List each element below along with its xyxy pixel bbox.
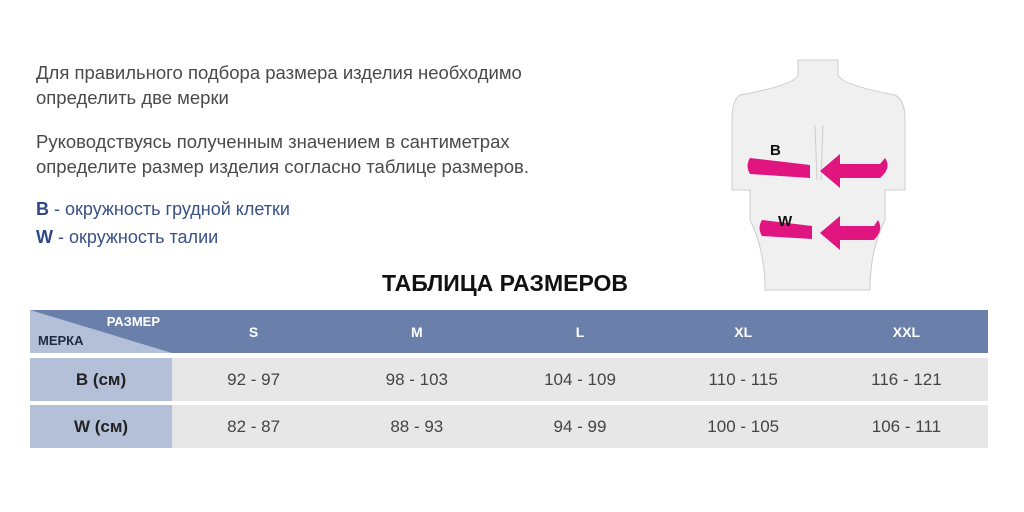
corner-cell: РАЗМЕР МЕРКА [30, 310, 172, 353]
size-header: M [410, 323, 423, 340]
size-header: S [248, 323, 259, 340]
legend-w: W - окружность талии [36, 227, 219, 247]
cell: 106 - 111 [824, 405, 989, 448]
row-label: W (см) [30, 405, 172, 448]
cell: 88 - 93 [335, 405, 499, 448]
intro-line-1: Для правильного подбора размера изделия … [36, 62, 522, 83]
size-table: РАЗМЕР МЕРКА S M L XL XXL B (см) 92 - 97… [30, 310, 989, 452]
intro-line-2: определить две мерки [36, 87, 229, 108]
row-label: B (см) [30, 358, 172, 401]
size-header: XXL [892, 323, 921, 340]
legend-b: B - окружность грудной клетки [36, 199, 290, 219]
label-b: B [770, 142, 781, 159]
size-header: L [575, 323, 585, 340]
cell: 98 - 103 [335, 358, 499, 401]
cell: 100 - 105 [661, 405, 825, 448]
cell: 110 - 115 [661, 358, 825, 401]
cell: 104 - 109 [498, 358, 662, 401]
waist-arrow [759, 216, 881, 250]
body-measurement-figure: B W [731, 59, 906, 291]
bust-arrow [747, 154, 888, 188]
cell: 92 - 97 [172, 358, 336, 401]
intro-line-4: определите размер изделия согласно табли… [36, 156, 529, 177]
table-header: РАЗМЕР МЕРКА S M L XL XXL [30, 310, 988, 353]
table-row: W (см) 82 - 87 88 - 93 94 - 99 100 - 105… [30, 405, 989, 448]
cell: 116 - 121 [824, 358, 989, 401]
cell: 82 - 87 [172, 405, 336, 448]
label-w: W [778, 213, 793, 230]
cell: 94 - 99 [498, 405, 662, 448]
intro-line-3: Руководствуясь полученным значением в са… [36, 131, 510, 152]
size-header: XL [734, 323, 753, 340]
table-title: ТАБЛИЦА РАЗМЕРОВ [381, 270, 628, 296]
table-row: B (см) 92 - 97 98 - 103 104 - 109 110 - … [30, 358, 989, 401]
